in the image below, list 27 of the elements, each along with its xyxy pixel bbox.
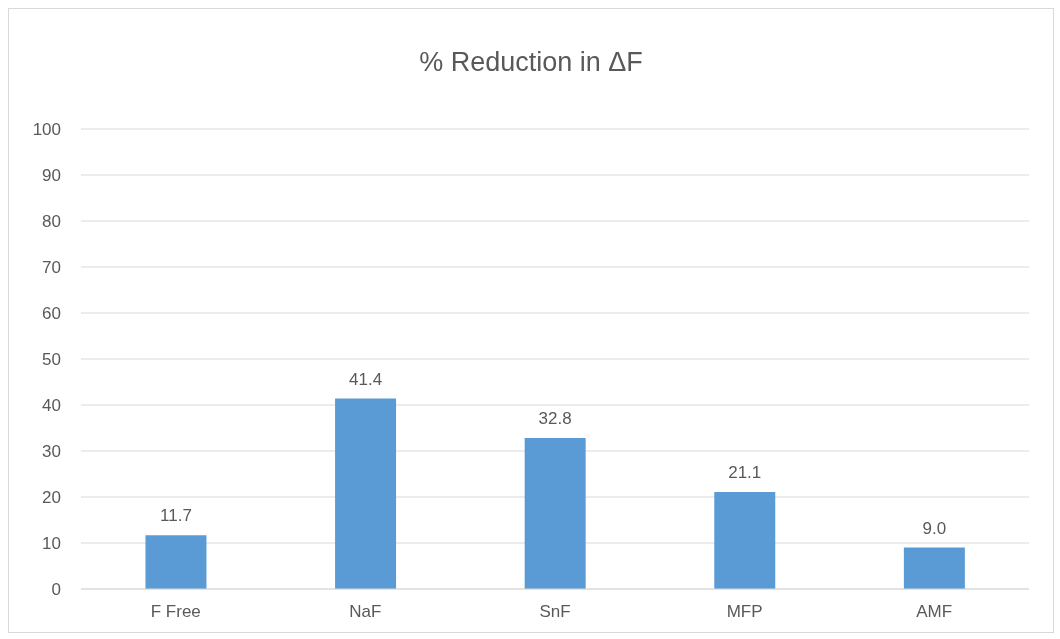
bar bbox=[524, 438, 586, 589]
y-tick-label: 100 bbox=[32, 120, 61, 140]
y-tick-label: 80 bbox=[42, 212, 61, 232]
y-tick-label: 90 bbox=[42, 166, 61, 186]
x-tick-label: AMF bbox=[916, 602, 953, 622]
x-tick-label: SnF bbox=[539, 602, 571, 622]
x-tick-label: F Free bbox=[150, 602, 201, 622]
data-label: 11.7 bbox=[160, 506, 192, 526]
y-tick-label: 70 bbox=[42, 258, 61, 278]
data-label: 32.8 bbox=[538, 409, 572, 429]
bar bbox=[714, 491, 776, 589]
y-tick-label: 20 bbox=[42, 488, 61, 508]
y-tick-label: 10 bbox=[42, 534, 61, 554]
bar bbox=[903, 547, 965, 589]
y-tick-label: 0 bbox=[51, 580, 61, 600]
data-label: 21.1 bbox=[728, 462, 762, 482]
y-tick-label: 60 bbox=[42, 304, 61, 324]
x-tick-label: NaF bbox=[349, 602, 382, 622]
bar bbox=[335, 398, 397, 589]
data-label: 41.4 bbox=[349, 369, 383, 389]
data-label: 9.0 bbox=[922, 518, 947, 538]
x-tick-label: MFP bbox=[726, 602, 763, 622]
y-tick-label: 50 bbox=[42, 350, 61, 370]
y-tick-label: 40 bbox=[42, 396, 61, 416]
bar bbox=[145, 535, 207, 589]
chart-title: % Reduction in ΔF bbox=[418, 47, 644, 78]
y-tick-label: 30 bbox=[42, 442, 61, 462]
